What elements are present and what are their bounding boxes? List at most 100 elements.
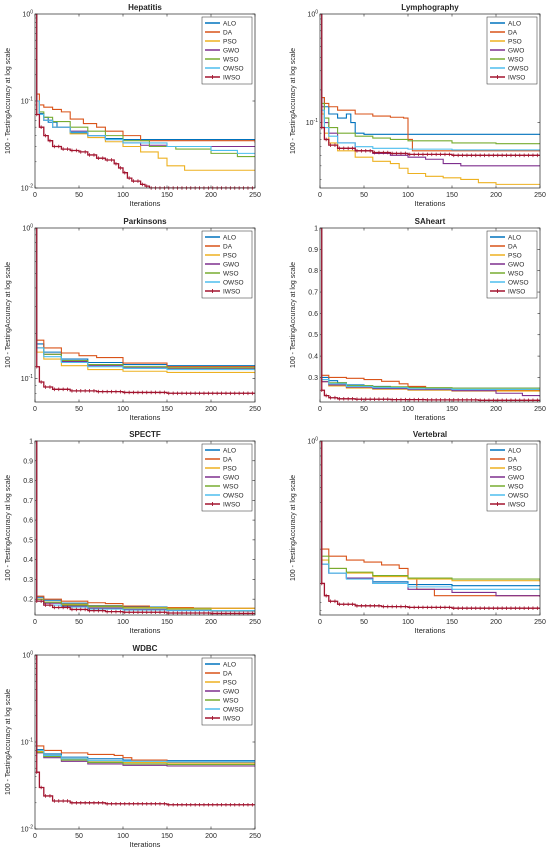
chart-3-iwso-marker-32: [460, 398, 465, 402]
chart-1-legend-label-da: DA: [508, 29, 518, 36]
chart-4-y-tick-label-1: 0.3: [23, 577, 33, 584]
chart-5-legend-label-owso: OWSO: [508, 492, 529, 499]
chart-4-y-tick-label-0: 0.2: [23, 597, 33, 604]
chart-2-legend-label-da: DA: [223, 243, 233, 250]
chart-3-y-axis-label: 100 - TestingAccuracy at log scale: [290, 262, 297, 368]
chart-4-iwso-marker-47: [241, 611, 246, 616]
chart-3-iwso-marker-24: [425, 398, 430, 402]
chart-4-x-tick-label-3: 150: [161, 619, 173, 626]
chart-4-iwso-marker-5: [56, 605, 61, 610]
chart-6-y-tick-label-0: 100: [22, 651, 33, 660]
chart-3-iwso-marker-2: [328, 395, 333, 400]
chart-6-iwso-marker-39: [206, 802, 211, 807]
chart-6-iwso-marker-44: [228, 802, 233, 807]
chart-1-iwso-marker-45: [517, 153, 522, 158]
chart-4-iwso-marker-18: [114, 609, 118, 614]
chart-3-y-tick-label-3: 0.6: [308, 311, 318, 318]
chart-6-iwso-marker-41: [215, 802, 219, 807]
chart-6-y-tick-label-2: 10-2: [21, 825, 33, 834]
chart-0-iwso-marker-19: [118, 166, 123, 170]
chart-4-iwso-marker-28: [158, 610, 162, 615]
chart-6-iwso-marker-35: [188, 802, 193, 807]
chart-4-iwso-marker-29: [162, 610, 167, 615]
chart-5-iwso-marker-39: [491, 606, 496, 610]
chart-5-iwso-marker-37: [482, 606, 487, 610]
chart-1-legend: ALO DA PSO GWO WSO OWSO IWSO: [486, 16, 538, 85]
chart-3-x-tick-label-0: 0: [318, 406, 322, 413]
chart-5-iwso-marker-45: [517, 606, 522, 610]
chart-6-iwso-marker-10: [78, 801, 83, 805]
chart-5-y-axis-label: 100 - TestingAccuracy at log scale: [290, 475, 297, 581]
chart-3-iwso-marker-19: [403, 397, 408, 402]
chart-5-iwso-marker-23: [421, 605, 425, 610]
chart-0-iwso-marker-25: [144, 184, 149, 188]
chart-3-y-tick-label-4: 0.7: [308, 290, 318, 297]
chart-5-iwso-marker-40: [495, 606, 500, 610]
chart-0-legend-label-owso: OWSO: [223, 65, 244, 72]
chart-5-iwso-marker-27: [438, 605, 443, 610]
chart-0-iwso-marker-4: [52, 144, 57, 149]
chart-5-iwso-marker-9: [359, 604, 364, 608]
chart-2-iwso-marker-26: [149, 390, 153, 395]
chart-0-iwso-marker-16: [105, 158, 109, 162]
chart-6-x-tick-label-5: 250: [249, 833, 261, 840]
chart-0-y-axis-label: 100 - TestingAccuracy at log scale: [5, 48, 12, 154]
chart-3-iwso-marker-12: [372, 397, 377, 402]
chart-2-iwso-marker-7: [65, 387, 70, 392]
chart-4-x-tick-label-4: 200: [205, 619, 217, 626]
chart-2-iwso-marker-40: [210, 391, 215, 396]
chart-2-series-owso-line: [35, 228, 255, 371]
chart-6-iwso-marker-27: [153, 801, 158, 806]
chart-6-series-owso-line: [35, 655, 255, 763]
chart-3-iwso-marker-36: [478, 398, 482, 403]
chart-4-iwso-marker-44: [228, 611, 233, 616]
chart-2-iwso-marker-8: [70, 389, 74, 393]
chart-0-iwso-marker-5: [56, 144, 61, 149]
chart-1-iwso-marker-22: [416, 152, 421, 157]
chart-1-iwso-marker-44: [513, 153, 518, 158]
chart-5-iwso-marker-16: [390, 604, 394, 609]
chart-3-x-axis-label: Iterations: [415, 413, 446, 422]
chart-4-iwso-marker-22: [131, 610, 136, 615]
chart-6-iwso-marker-20: [122, 801, 127, 806]
chart-5-legend: ALO DA PSO GWO WSO OWSO IWSO: [486, 443, 538, 512]
chart-4-series-da-line: [35, 441, 255, 609]
chart-6-iwso-marker-46: [237, 802, 241, 807]
chart-0-iwso-marker-17: [109, 158, 114, 162]
chart-2-iwso-marker-34: [184, 391, 189, 396]
chart-3-y-tick-label-7: 1: [314, 226, 318, 233]
chart-4-legend-marker-iwso: [210, 502, 215, 506]
chart-6-axes-box: [34, 654, 256, 830]
chart-3-x-tick-label-3: 150: [446, 406, 458, 413]
chart-3-iwso-marker-5: [341, 396, 346, 401]
chart-4-iwso-marker-40: [210, 611, 215, 616]
chart-0-iwso-marker-12: [87, 153, 92, 157]
chart-2-y-axis-label: 100 - TestingAccuracy at log scale: [5, 262, 12, 368]
chart-5-iwso-marker-43: [509, 606, 513, 610]
chart-5-iwso-marker-22: [416, 605, 421, 610]
chart-3-iwso-marker-35: [473, 398, 478, 402]
chart-1-y-tick-label-0: 100: [307, 10, 318, 19]
chart-3-iwso-marker-37: [482, 398, 487, 403]
chart-6-iwso-marker-8: [70, 801, 74, 805]
chart-1-x-tick-label-3: 150: [446, 192, 458, 199]
chart-4-iwso-marker-21: [127, 610, 131, 615]
chart-5-iwso-marker-48: [531, 606, 535, 610]
chart-2-iwso-marker-17: [109, 389, 114, 394]
chart-6-iwso-marker-15: [100, 801, 105, 805]
chart-spectf: SPECTF 0 50 100 150 200 250 0.2 0.3 0.4 0.5 0.6 0.7 0…: [5, 430, 261, 635]
chart-2-iwso-marker-24: [140, 390, 145, 395]
chart-3-iwso-marker-13: [377, 397, 381, 402]
chart-0-x-tick-label-1: 50: [75, 192, 83, 199]
chart-5-legend-marker-iwso: [495, 502, 500, 506]
chart-4-iwso-marker-9: [74, 607, 79, 612]
chart-5-series-iwso-line: [320, 441, 540, 610]
chart-6-legend-marker-iwso: [210, 716, 215, 720]
chart-3-series-iwso-line: [320, 228, 540, 401]
chart-2-iwso-marker-4: [52, 387, 57, 392]
chart-1-x-tick-label-4: 200: [490, 192, 502, 199]
chart-3-iwso-marker-45: [517, 398, 522, 403]
chart-1-iwso-marker-0: [319, 125, 324, 130]
chart-2-iwso-marker-3: [48, 385, 52, 389]
chart-4-y-tick-label-2: 0.4: [23, 557, 33, 564]
